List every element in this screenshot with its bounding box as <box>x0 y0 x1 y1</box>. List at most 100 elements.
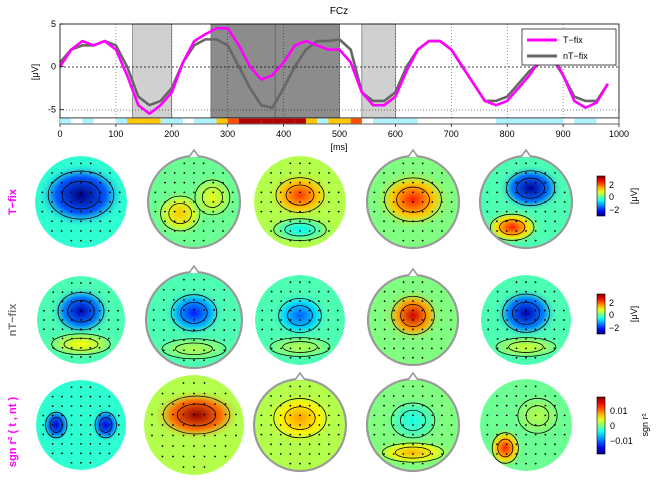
colorbar-1-bar <box>597 176 605 216</box>
significance-cell-8 <box>149 119 160 124</box>
topomap-r1-c5 <box>480 150 572 248</box>
nose-marker <box>408 269 418 276</box>
significance-cell-19 <box>272 119 283 124</box>
significance-cell-15 <box>228 119 239 124</box>
significance-cells <box>60 119 597 124</box>
significance-cell-23 <box>317 119 328 124</box>
significance-cell-46 <box>574 119 585 124</box>
significance-cell-41 <box>518 119 529 124</box>
significance-cell-12 <box>194 119 205 124</box>
topomap-blob <box>188 173 236 221</box>
topomap-r2-c5 <box>481 275 571 365</box>
x-ticks: 0 100 200 300 400 500 600 700 800 900 1000 <box>57 124 629 139</box>
significance-cell-20 <box>284 119 295 124</box>
topomap-blob <box>151 389 242 441</box>
legend-label-nt-fix: nT−fix <box>563 51 588 61</box>
y-axis-label: [μV] <box>30 64 40 80</box>
x-tick-label-10: 1000 <box>609 129 629 139</box>
topomap-r2-c3 <box>255 275 345 365</box>
topomap-blob <box>271 292 330 339</box>
y-tick-label-0: 5 <box>51 19 56 29</box>
legend-label-t-fix: T−fix <box>563 35 583 45</box>
significance-cell-10 <box>172 119 183 124</box>
significance-cell-43 <box>541 119 552 124</box>
significance-cell-6 <box>127 119 138 124</box>
x-tick-label-5: 500 <box>332 129 347 139</box>
significance-cell-5 <box>116 119 127 124</box>
topomap-r1-c3 <box>254 156 346 248</box>
topomap-row-labels: T−fix nT−fix sgn r² ( t , nt ) <box>7 188 19 467</box>
nose-marker <box>189 150 199 157</box>
topomap-blob <box>36 162 126 228</box>
topomap-blob <box>384 289 443 342</box>
significance-cell-2 <box>82 119 93 124</box>
significance-cell-44 <box>552 119 563 124</box>
nose-marker <box>408 150 418 157</box>
significance-cell-17 <box>250 119 261 124</box>
x-tick-label-0: 0 <box>57 129 62 139</box>
x-tick-label-6: 600 <box>388 129 403 139</box>
colorbar-3-tick-top: 0.01 <box>610 406 628 416</box>
topomap-blob <box>383 396 443 444</box>
significance-cell-39 <box>496 119 507 124</box>
shaded-interval-3 <box>275 24 339 118</box>
x-tick-label-2: 200 <box>164 129 179 139</box>
significance-cell-16 <box>239 119 250 124</box>
x-tick-label-4: 400 <box>276 129 291 139</box>
topomap-r3-c5 <box>480 379 572 471</box>
nose-marker <box>408 373 418 380</box>
significance-cell-22 <box>306 119 317 124</box>
significance-cell-9 <box>161 119 172 124</box>
significance-cell-31 <box>407 119 418 124</box>
significance-cell-28 <box>373 119 384 124</box>
x-tick-label-1: 100 <box>108 129 123 139</box>
topomap-r2-c4 <box>368 269 458 365</box>
colorbar-2: 2 0 −2 [μV] <box>597 294 639 334</box>
colorbar-2-tick-bottom: −2 <box>609 323 619 333</box>
colorbar-1: 2 0 −2 [μV] <box>597 176 639 216</box>
y-tick-label-1: 0 <box>51 62 56 72</box>
topomap-blob <box>264 391 336 445</box>
topomap-blob <box>511 392 565 440</box>
x-tick-label-3: 300 <box>220 129 235 139</box>
colorbar-3-bar <box>597 397 605 454</box>
significance-cell-40 <box>507 119 518 124</box>
topomap-r1-c4 <box>367 150 459 248</box>
topomap-r1-c2 <box>148 150 240 248</box>
significance-cell-21 <box>295 119 306 124</box>
y-ticks: 50-5 <box>48 19 64 114</box>
topomap-r1-c1 <box>35 156 127 248</box>
significance-cell-18 <box>261 119 272 124</box>
nose-marker <box>189 266 199 273</box>
legend: T−fix nT−fix <box>522 29 616 65</box>
colorbar-3-tick-bottom: −0.01 <box>610 436 633 446</box>
row-label-sgn-r2: sgn r² ( t , nt ) <box>7 397 19 468</box>
topomap-blob <box>494 287 558 340</box>
significance-cell-29 <box>384 119 395 124</box>
significance-cell-24 <box>328 119 339 124</box>
colorbar-3: 0.01 0 −0.01 sgn r² <box>597 397 650 454</box>
erp-title: FCz <box>330 6 348 17</box>
colorbar-1-tick-top: 2 <box>609 180 614 190</box>
x-axis-label: [ms] <box>331 142 348 152</box>
x-tick-label-9: 900 <box>556 129 571 139</box>
significance-cell-26 <box>351 119 362 124</box>
topomap-blob <box>482 209 542 245</box>
row-label-nt-fix: nT−fix <box>7 303 19 337</box>
topomap-r3-c1 <box>36 380 126 470</box>
colorbar-3-label: sgn r² <box>640 413 650 436</box>
topomap-r3-c2 <box>144 375 244 475</box>
colorbar-1-label: [μV] <box>629 188 639 204</box>
x-tick-label-8: 800 <box>500 129 515 139</box>
x-tick-label-7: 700 <box>444 129 459 139</box>
significance-cell-30 <box>395 119 406 124</box>
nose-marker <box>295 373 305 380</box>
topomap-blob <box>42 407 71 442</box>
topomap-r3-c3 <box>254 373 346 471</box>
topomap-blob <box>91 407 120 442</box>
topomaps <box>35 150 572 475</box>
topomap-blob <box>487 427 523 469</box>
significance-cell-13 <box>205 119 216 124</box>
colorbar-2-tick-top: 2 <box>609 298 614 308</box>
